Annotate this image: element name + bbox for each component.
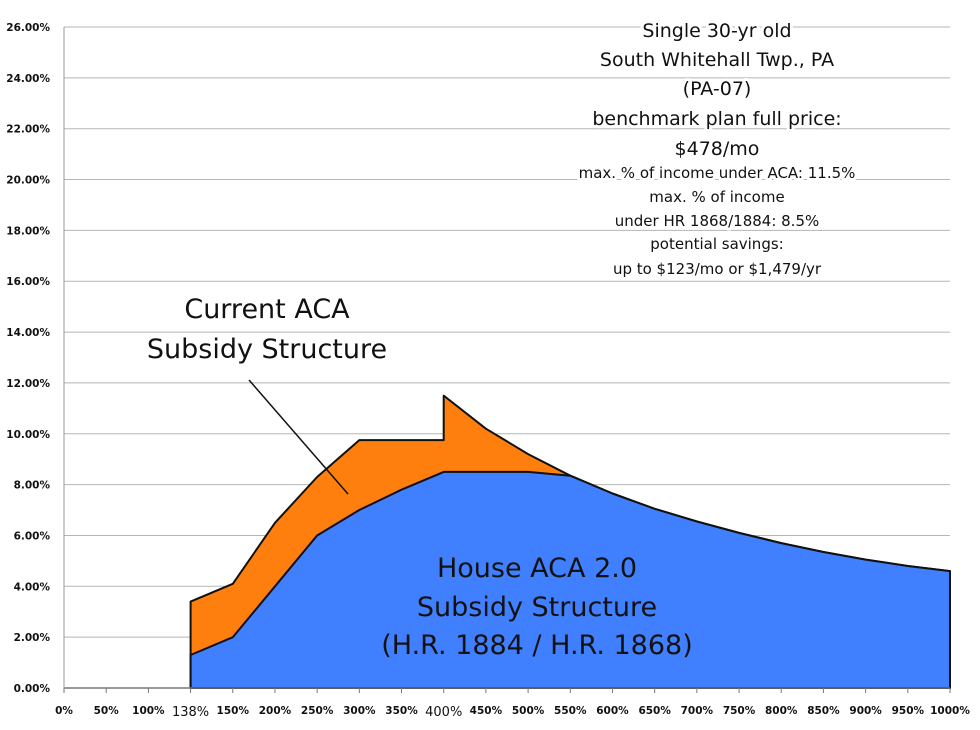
area-series	[189, 394, 951, 689]
info-line: $478/mo	[675, 138, 760, 160]
aca-label-pointer	[248, 379, 349, 495]
x-tick-label: 100%	[132, 705, 165, 717]
axes	[63, 27, 951, 693]
house-series-label: House ACA 2.0 Subsidy Structure (H.R. 18…	[381, 553, 693, 661]
x-tick-label: 950%	[892, 705, 925, 717]
info-box: Single 30-yr old South Whitehall Twp., P…	[576, 17, 859, 281]
y-tick-label: 6.00%	[14, 530, 51, 542]
x-axis-tick-labels: 0% 50% 100% 138% 150% 200% 250% 300% 350% 400% 450…	[55, 705, 970, 720]
y-axis-tick-labels: 0.00% 2.00% 4.00% 6.00% 8.00% 10.00% 12.00% 14.…	[6, 22, 50, 695]
x-tick-label: 900%	[849, 705, 882, 717]
aca-series-label: Current ACA Subsidy Structure	[147, 294, 387, 365]
x-tick-label: 500%	[512, 705, 545, 717]
info-line: (PA-07)	[683, 78, 752, 100]
info-line: South Whitehall Twp., PA	[600, 49, 834, 71]
y-tick-label: 24.00%	[6, 73, 50, 85]
info-line: benchmark plan full price:	[592, 108, 841, 130]
x-tick-label: 750%	[723, 705, 756, 717]
x-tick-label: 600%	[596, 705, 629, 717]
info-line: Single 30-yr old	[642, 20, 791, 42]
y-tick-label: 22.00%	[6, 124, 50, 136]
x-tick-label: 650%	[638, 705, 671, 717]
info-line: max. % of income	[649, 188, 784, 206]
x-tick-label: 550%	[554, 705, 587, 717]
x-tick-label: 200%	[259, 705, 292, 717]
house-label-line: Subsidy Structure	[417, 592, 657, 623]
house-label-line: House ACA 2.0	[437, 553, 637, 584]
x-tick-label: 300%	[343, 705, 376, 717]
x-tick-label: 50%	[94, 705, 120, 717]
x-tick-label: 800%	[765, 705, 798, 717]
area-series-1	[189, 470, 951, 689]
x-tick-label: 138%	[172, 705, 209, 720]
info-line: under HR 1868/1884: 8.5%	[615, 212, 820, 230]
info-line: potential savings:	[650, 235, 783, 253]
x-tick-label: 700%	[681, 705, 714, 717]
y-tick-label: 8.00%	[14, 480, 51, 492]
aca-label-line: Current ACA	[184, 294, 350, 325]
y-tick-label: 20.00%	[6, 175, 50, 187]
y-tick-label: 12.00%	[6, 378, 50, 390]
y-tick-label: 16.00%	[6, 276, 50, 288]
y-tick-label: 18.00%	[6, 225, 50, 237]
x-tick-label: 350%	[385, 705, 418, 717]
info-line: up to $123/mo or $1,479/yr	[613, 260, 822, 278]
x-tick-label: 850%	[807, 705, 840, 717]
y-tick-label: 10.00%	[6, 429, 50, 441]
house-label-line: (H.R. 1884 / H.R. 1868)	[381, 630, 693, 661]
info-line: max. % of income under ACA: 11.5%	[579, 164, 856, 182]
x-tick-label: 400%	[425, 705, 462, 720]
y-tick-label: 26.00%	[6, 22, 50, 34]
y-tick-label: 14.00%	[6, 327, 50, 339]
y-tick-label: 4.00%	[14, 581, 51, 593]
x-tick-label: 150%	[217, 705, 250, 717]
x-tick-label: 1000%	[930, 705, 970, 717]
x-tick-label: 0%	[55, 705, 73, 717]
y-tick-label: 0.00%	[14, 683, 51, 695]
y-tick-label: 2.00%	[14, 632, 51, 644]
x-tick-label: 450%	[470, 705, 503, 717]
gridlines	[64, 26, 950, 638]
x-tick-label: 250%	[301, 705, 334, 717]
aca-label-line: Subsidy Structure	[147, 334, 387, 365]
